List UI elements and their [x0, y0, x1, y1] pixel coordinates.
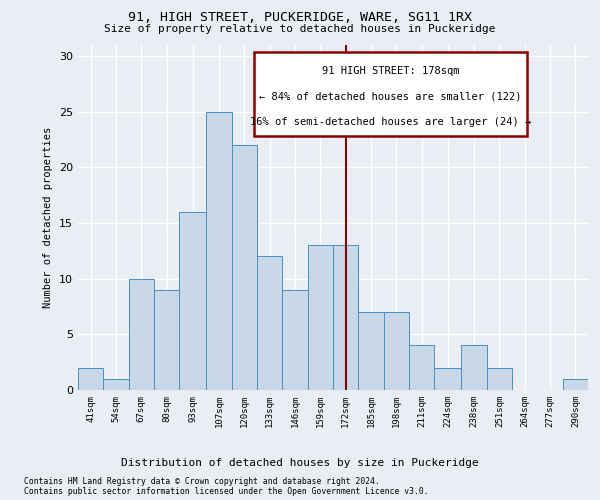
Bar — [179, 212, 206, 390]
Text: Contains HM Land Registry data © Crown copyright and database right 2024.: Contains HM Land Registry data © Crown c… — [24, 477, 380, 486]
Bar — [232, 145, 257, 390]
Text: 16% of semi-detached houses are larger (24) →: 16% of semi-detached houses are larger (… — [250, 117, 531, 127]
Bar — [333, 246, 358, 390]
Text: Contains public sector information licensed under the Open Government Licence v3: Contains public sector information licen… — [24, 487, 428, 496]
Bar — [487, 368, 512, 390]
Bar — [383, 312, 409, 390]
Bar — [461, 346, 487, 390]
Bar — [128, 278, 154, 390]
Bar — [283, 290, 308, 390]
Text: 91, HIGH STREET, PUCKERIDGE, WARE, SG11 1RX: 91, HIGH STREET, PUCKERIDGE, WARE, SG11 … — [128, 11, 472, 24]
Bar — [103, 379, 128, 390]
Text: Distribution of detached houses by size in Puckeridge: Distribution of detached houses by size … — [121, 458, 479, 468]
Bar — [409, 346, 434, 390]
Bar — [358, 312, 383, 390]
FancyBboxPatch shape — [254, 52, 527, 136]
Bar — [434, 368, 461, 390]
Bar — [154, 290, 179, 390]
Bar — [563, 379, 588, 390]
Text: 91 HIGH STREET: 178sqm: 91 HIGH STREET: 178sqm — [322, 66, 459, 76]
Bar — [206, 112, 232, 390]
Bar — [257, 256, 283, 390]
Text: Size of property relative to detached houses in Puckeridge: Size of property relative to detached ho… — [104, 24, 496, 34]
Y-axis label: Number of detached properties: Number of detached properties — [43, 127, 53, 308]
Bar — [308, 246, 333, 390]
Bar — [78, 368, 103, 390]
Text: ← 84% of detached houses are smaller (122): ← 84% of detached houses are smaller (12… — [259, 92, 521, 102]
